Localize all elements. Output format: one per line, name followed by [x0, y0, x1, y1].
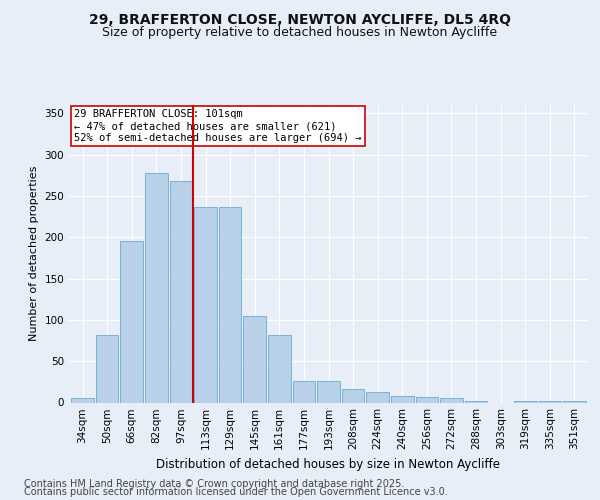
Bar [514, 401, 536, 402]
Bar [244, 316, 266, 402]
Bar [293, 381, 315, 402]
Bar [96, 334, 118, 402]
Text: 29 BRAFFERTON CLOSE: 101sqm
← 47% of detached houses are smaller (621)
52% of se: 29 BRAFFERTON CLOSE: 101sqm ← 47% of det… [74, 110, 362, 142]
Text: 29, BRAFFERTON CLOSE, NEWTON AYCLIFFE, DL5 4RQ: 29, BRAFFERTON CLOSE, NEWTON AYCLIFFE, D… [89, 12, 511, 26]
Bar [440, 398, 463, 402]
Bar [563, 401, 586, 402]
Bar [317, 381, 340, 402]
Text: Contains public sector information licensed under the Open Government Licence v3: Contains public sector information licen… [24, 487, 448, 497]
Bar [219, 206, 241, 402]
Bar [539, 401, 561, 402]
Bar [367, 392, 389, 402]
Bar [71, 398, 94, 402]
Bar [391, 396, 413, 402]
Bar [194, 206, 217, 402]
Bar [145, 173, 167, 402]
Text: Size of property relative to detached houses in Newton Aycliffe: Size of property relative to detached ho… [103, 26, 497, 39]
Bar [342, 390, 364, 402]
Y-axis label: Number of detached properties: Number of detached properties [29, 166, 39, 342]
Bar [268, 334, 290, 402]
Bar [416, 396, 438, 402]
X-axis label: Distribution of detached houses by size in Newton Aycliffe: Distribution of detached houses by size … [157, 458, 500, 471]
Bar [121, 242, 143, 402]
Text: Contains HM Land Registry data © Crown copyright and database right 2025.: Contains HM Land Registry data © Crown c… [24, 479, 404, 489]
Bar [465, 401, 487, 402]
Bar [170, 181, 192, 402]
